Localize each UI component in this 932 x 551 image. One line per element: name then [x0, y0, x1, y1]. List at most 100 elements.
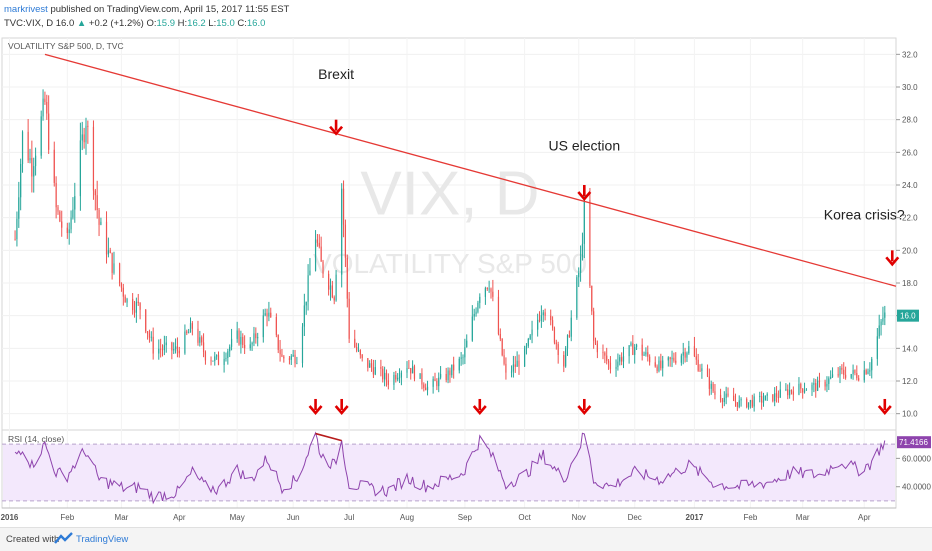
candle: [641, 338, 643, 361]
candle-body: [523, 348, 526, 367]
candle: [591, 285, 593, 315]
candle: [749, 399, 752, 409]
candle-body: [204, 352, 207, 361]
candle: [94, 188, 96, 211]
candle-body: [342, 188, 345, 225]
candle: [413, 364, 416, 382]
candle: [553, 326, 556, 345]
candle-body: [723, 397, 725, 403]
candle: [262, 309, 264, 343]
chart-area[interactable]: VOLATILITY S&P 500, D, TVC VIX, D VOLATIL…: [0, 36, 932, 526]
candle-body: [27, 131, 29, 161]
candle-body: [120, 283, 123, 288]
candle-body: [400, 372, 403, 378]
candle-body: [839, 367, 841, 376]
candle: [723, 391, 725, 407]
candle: [296, 356, 298, 365]
candle-body: [583, 200, 585, 244]
candle: [606, 347, 608, 365]
candle: [322, 259, 324, 278]
candle-body: [818, 380, 821, 382]
last-price-box: [897, 309, 919, 322]
candle: [229, 344, 231, 358]
candle-body: [66, 227, 68, 234]
candle-body: [109, 250, 111, 253]
candle: [557, 341, 559, 364]
candle-body: [421, 373, 423, 385]
tradingview-brand[interactable]: TradingView: [76, 534, 129, 545]
candle: [680, 353, 682, 366]
candle-body: [374, 367, 376, 375]
candle: [471, 305, 473, 342]
candle-body: [348, 298, 350, 339]
candle: [594, 337, 597, 346]
candle: [408, 360, 410, 369]
candle: [632, 335, 634, 356]
candle-body: [662, 360, 664, 369]
candle-body: [766, 394, 768, 396]
candle-body: [290, 356, 292, 360]
candle-body: [268, 312, 270, 317]
candle-body: [161, 349, 164, 351]
candle: [538, 311, 541, 323]
candle-body: [335, 274, 337, 301]
candle: [764, 395, 766, 401]
candle-body: [57, 207, 59, 212]
candle: [682, 342, 684, 365]
candle-body: [568, 335, 570, 337]
candle: [393, 371, 395, 390]
candle: [380, 359, 382, 377]
candle: [447, 367, 449, 384]
candle: [555, 339, 557, 350]
candle-body: [240, 336, 242, 345]
rsi-tick-label: 40.0000: [902, 483, 931, 492]
date-tick-label: Feb: [744, 513, 758, 522]
candle: [188, 328, 190, 334]
price-pane-frame: [1, 37, 897, 431]
candle-body: [253, 333, 255, 343]
candle: [527, 337, 529, 348]
price-tick-label: 26.0: [902, 148, 918, 157]
date-tick-label: Aug: [400, 513, 414, 522]
candle: [305, 301, 307, 315]
candle: [342, 180, 345, 238]
candle: [645, 347, 647, 357]
candle: [244, 335, 246, 354]
candle: [249, 337, 251, 351]
candle-body: [774, 393, 776, 402]
candle: [451, 364, 453, 378]
candle-body: [419, 373, 421, 379]
candle-body: [94, 190, 96, 196]
candle-body: [395, 375, 397, 380]
candle-body: [802, 388, 804, 393]
author-link[interactable]: markrivest: [4, 4, 48, 15]
candle: [747, 402, 750, 410]
candle: [818, 372, 821, 388]
candle: [16, 211, 18, 247]
candle-body: [70, 217, 72, 230]
candle: [225, 352, 227, 362]
candle-body: [761, 396, 763, 403]
candle-body: [790, 390, 793, 392]
candle-body: [380, 367, 382, 369]
candle: [92, 120, 95, 200]
candle: [817, 376, 819, 392]
candle: [253, 326, 255, 347]
candle: [856, 365, 858, 381]
candle: [617, 353, 619, 371]
candle-body: [811, 384, 813, 390]
candle-body: [158, 348, 160, 354]
candle-body: [602, 352, 604, 354]
candle: [566, 334, 569, 356]
candle-body: [126, 298, 128, 303]
candle-body: [251, 342, 253, 345]
candle-body: [214, 356, 216, 361]
candle-body: [531, 329, 533, 336]
candle: [223, 351, 225, 373]
candle-body: [223, 359, 225, 365]
candle: [440, 366, 442, 380]
rsi-last-box: [897, 436, 931, 449]
candle-body: [708, 376, 710, 389]
candle: [74, 182, 76, 223]
candle-body: [18, 197, 20, 219]
